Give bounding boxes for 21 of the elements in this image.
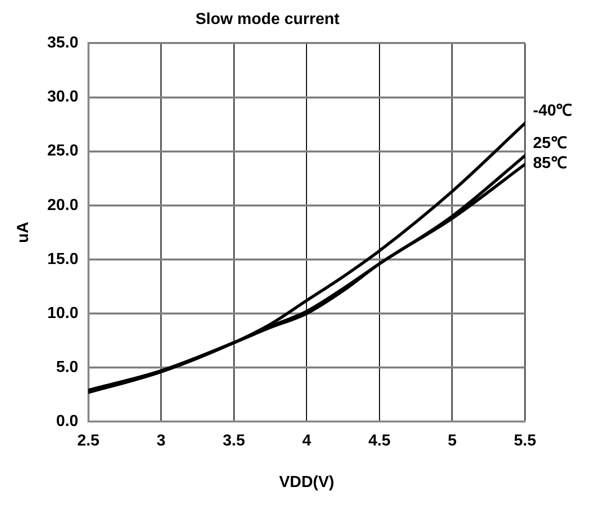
y-tick-label: 25.0 <box>47 142 78 160</box>
y-tick-label: 30.0 <box>47 88 78 106</box>
y-tick-label: 0.0 <box>56 413 78 430</box>
x-tick-label: 2.5 <box>77 432 100 450</box>
x-tick-label: 5.5 <box>514 432 536 450</box>
series-label: 25℃ <box>533 135 567 152</box>
x-tick-label: 4.5 <box>368 432 391 450</box>
y-tick-label: 35.0 <box>47 34 78 52</box>
y-tick-label: 20.0 <box>47 196 78 214</box>
series-label: 85℃ <box>533 155 567 172</box>
chart-title: Slow mode current <box>195 11 340 28</box>
series-label: -40℃ <box>533 102 572 120</box>
y-tick-label: 5.0 <box>56 358 78 376</box>
x-axis-title: VDD(V) <box>279 474 334 491</box>
x-tick-label: 4 <box>302 432 312 450</box>
x-tick-label: 3 <box>156 432 166 450</box>
y-axis-title: uA <box>15 221 32 244</box>
y-tick-label: 15.0 <box>47 250 78 268</box>
x-tick-label: 5 <box>448 432 457 450</box>
x-tick-label: 3.5 <box>222 432 246 450</box>
y-tick-label: 10.0 <box>47 304 78 322</box>
